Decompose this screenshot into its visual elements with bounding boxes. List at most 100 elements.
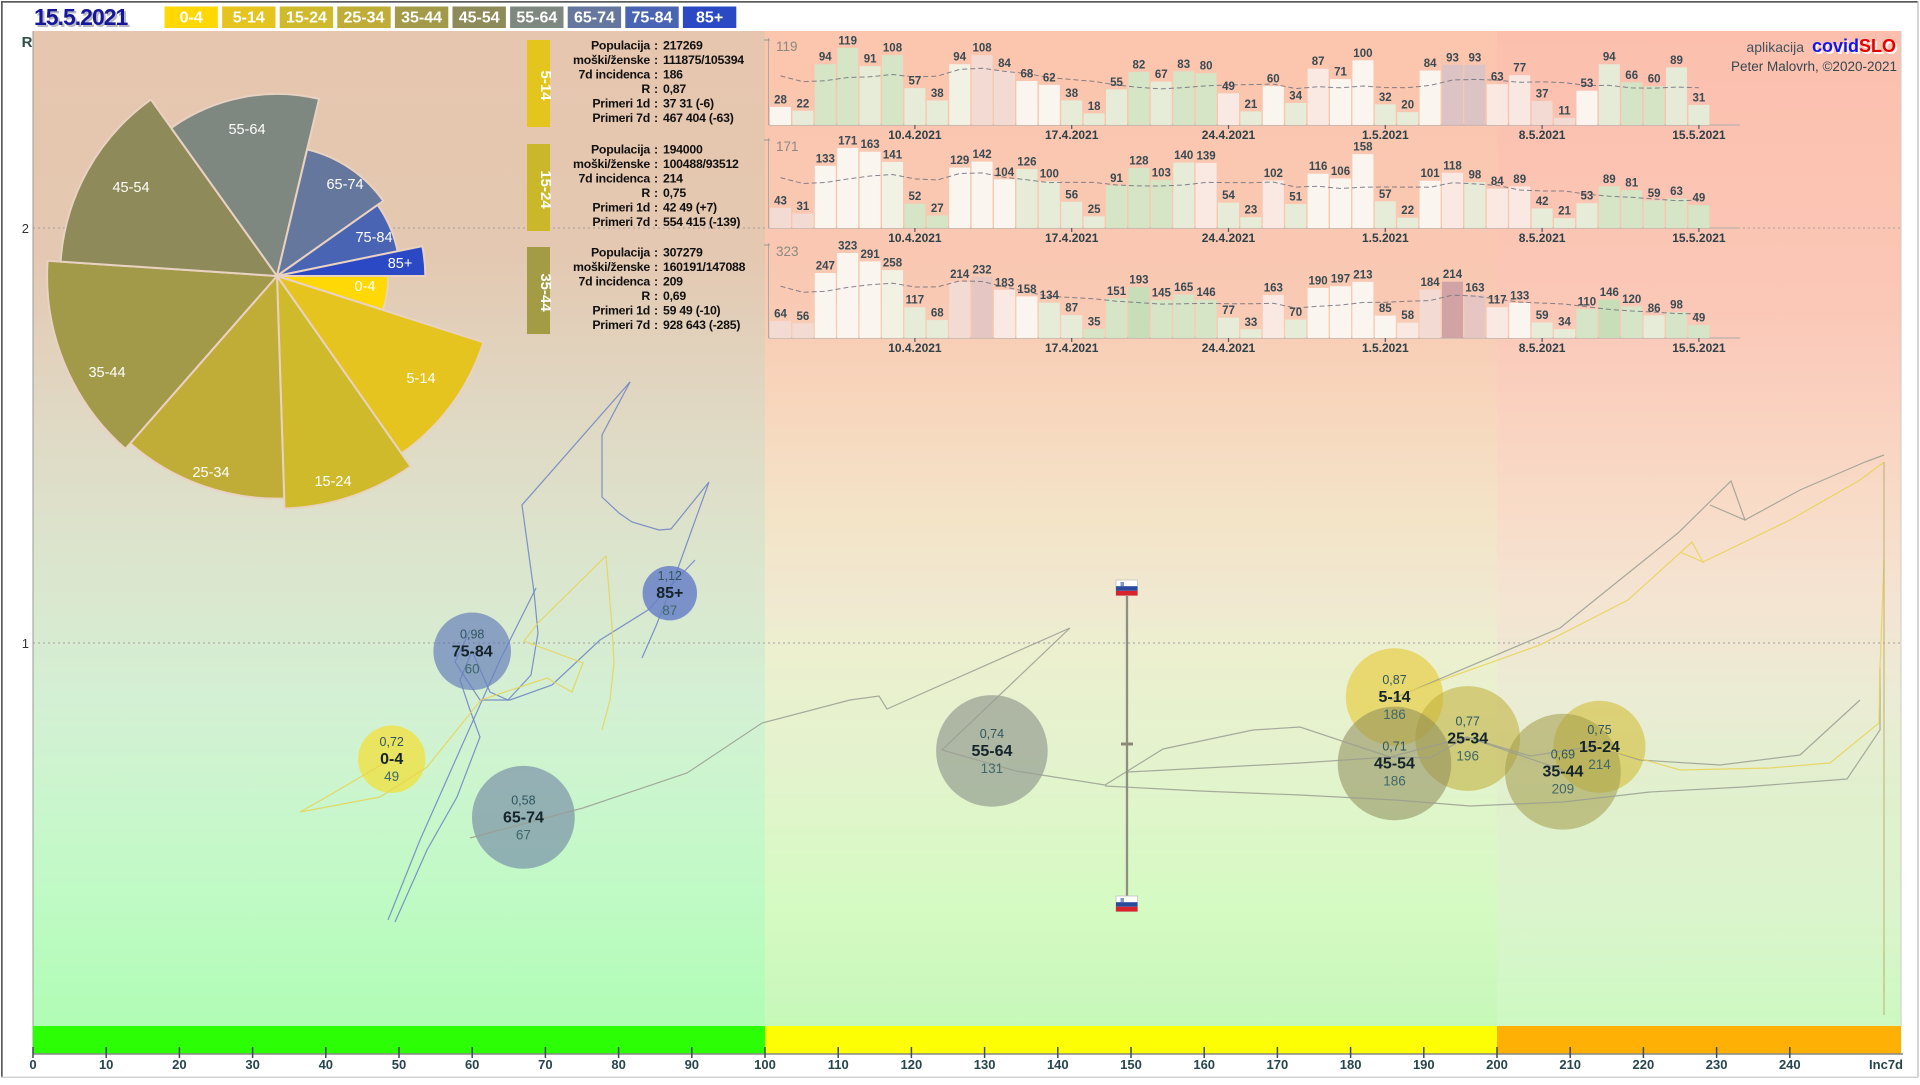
svg-text:49: 49 (1222, 81, 1235, 93)
svg-text::: : (654, 82, 658, 96)
svg-text:7d incidenca: 7d incidenca (579, 68, 651, 82)
svg-text:10.4.2021: 10.4.2021 (888, 231, 942, 245)
svg-text:133: 133 (816, 153, 835, 165)
svg-text:214: 214 (950, 269, 970, 281)
svg-text:210: 210 (1559, 1057, 1581, 1072)
svg-text::: : (654, 143, 658, 157)
svg-text:18: 18 (1088, 101, 1101, 113)
svg-text:0,74: 0,74 (980, 727, 1004, 741)
svg-text::: : (654, 157, 658, 171)
svg-text:142: 142 (973, 149, 992, 161)
svg-text:66: 66 (1625, 70, 1638, 82)
svg-text:56: 56 (1065, 189, 1078, 201)
svg-text:0,87: 0,87 (1382, 673, 1406, 687)
svg-text:71: 71 (1334, 67, 1347, 79)
svg-text:213: 213 (1353, 269, 1372, 281)
svg-text:190: 190 (1309, 276, 1328, 288)
svg-text:55-64: 55-64 (516, 10, 557, 27)
svg-text:33: 33 (1245, 317, 1258, 329)
svg-text:17.4.2021: 17.4.2021 (1045, 341, 1099, 355)
svg-text:55-64: 55-64 (228, 122, 265, 138)
svg-text:82: 82 (1133, 59, 1146, 71)
svg-text:84: 84 (998, 58, 1011, 70)
svg-text:80: 80 (611, 1057, 625, 1072)
svg-text:0-4: 0-4 (380, 751, 403, 768)
svg-text:100: 100 (1353, 48, 1372, 60)
svg-text:83: 83 (1177, 59, 1190, 71)
svg-text:133: 133 (1510, 291, 1529, 303)
svg-text:1: 1 (22, 636, 29, 651)
svg-text::: : (654, 172, 658, 186)
svg-text:56: 56 (797, 311, 810, 323)
svg-text:Primeri 1d: Primeri 1d (592, 304, 650, 318)
svg-text:323: 323 (838, 241, 857, 253)
svg-text:89: 89 (1513, 174, 1526, 186)
svg-text:38: 38 (931, 88, 944, 100)
svg-text:moški/ženske: moški/ženske (573, 260, 650, 274)
svg-text:163: 163 (861, 139, 880, 151)
svg-text:23: 23 (1245, 205, 1258, 217)
svg-text:87: 87 (662, 603, 677, 618)
svg-text:Primeri 1d: Primeri 1d (592, 97, 650, 111)
svg-text:87: 87 (1065, 303, 1078, 315)
svg-text:110: 110 (1578, 297, 1597, 309)
svg-text:21: 21 (1245, 99, 1258, 111)
svg-text:0,98: 0,98 (460, 627, 484, 641)
svg-text:170: 170 (1267, 1057, 1289, 1072)
svg-text:60: 60 (1267, 74, 1280, 86)
svg-text:37: 37 (1536, 89, 1549, 101)
svg-text:37 31 (-6): 37 31 (-6) (663, 97, 714, 111)
svg-text:30: 30 (245, 1057, 259, 1072)
svg-text:184: 184 (1421, 277, 1441, 289)
svg-text:171: 171 (776, 139, 799, 154)
svg-text:Populacija: Populacija (591, 143, 650, 157)
svg-text:93: 93 (1446, 52, 1459, 64)
svg-text:0,69: 0,69 (663, 289, 686, 303)
svg-text:24.4.2021: 24.4.2021 (1202, 231, 1256, 245)
svg-text:247: 247 (816, 261, 835, 273)
svg-text:15.5.2021: 15.5.2021 (1672, 341, 1726, 355)
svg-text:27: 27 (931, 203, 944, 215)
svg-text:75-84: 75-84 (452, 643, 493, 660)
svg-text:129: 129 (950, 155, 969, 167)
svg-text:0,87: 0,87 (663, 82, 686, 96)
svg-text:180: 180 (1340, 1057, 1362, 1072)
svg-text:98: 98 (1670, 300, 1683, 312)
svg-text:103: 103 (1152, 167, 1171, 179)
svg-text:160: 160 (1193, 1057, 1215, 1072)
svg-text:94: 94 (953, 52, 966, 64)
svg-text:100: 100 (1040, 169, 1059, 181)
svg-text:183: 183 (995, 277, 1014, 289)
svg-text:7d incidenca: 7d incidenca (579, 172, 651, 186)
svg-text:196: 196 (1456, 749, 1479, 764)
svg-text:57: 57 (1379, 189, 1392, 201)
svg-text:291: 291 (861, 249, 881, 261)
svg-text:0,71: 0,71 (1382, 739, 1406, 753)
svg-text:21: 21 (1558, 206, 1571, 218)
svg-text:89: 89 (1670, 55, 1683, 67)
svg-text:151: 151 (1107, 286, 1127, 298)
svg-text:0-4: 0-4 (355, 279, 376, 295)
svg-text:60: 60 (465, 1057, 479, 1072)
svg-text:49: 49 (1693, 193, 1706, 205)
svg-text:10.4.2021: 10.4.2021 (888, 128, 942, 142)
svg-text:2: 2 (22, 221, 29, 236)
svg-text::: : (654, 275, 658, 289)
svg-text:8.5.2021: 8.5.2021 (1519, 341, 1566, 355)
svg-text:R: R (641, 186, 650, 200)
svg-text:22: 22 (797, 98, 810, 110)
svg-text:R: R (641, 82, 650, 96)
svg-text:62: 62 (1043, 72, 1056, 84)
svg-text:65-74: 65-74 (503, 809, 544, 826)
svg-text:34: 34 (1558, 317, 1571, 329)
svg-text::: : (654, 97, 658, 111)
svg-text:230: 230 (1706, 1057, 1728, 1072)
svg-text:68: 68 (931, 308, 944, 320)
svg-text:moški/ženske: moški/ženske (573, 157, 650, 171)
svg-text:24.4.2021: 24.4.2021 (1202, 341, 1256, 355)
svg-text:50: 50 (392, 1057, 406, 1072)
svg-text:55-64: 55-64 (971, 743, 1012, 760)
svg-text:1.5.2021: 1.5.2021 (1362, 128, 1409, 142)
svg-text:145: 145 (1152, 287, 1172, 299)
svg-text:17.4.2021: 17.4.2021 (1045, 128, 1099, 142)
